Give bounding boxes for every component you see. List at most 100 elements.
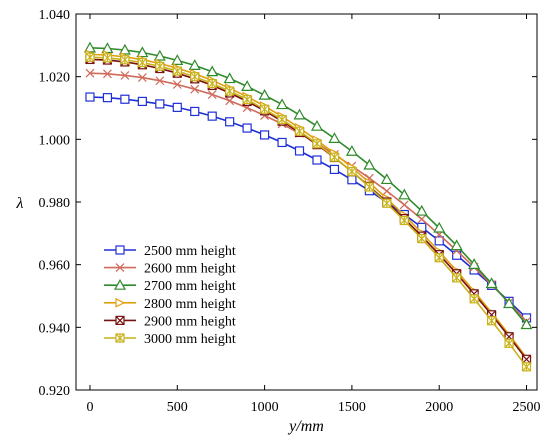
data-point (190, 84, 200, 94)
x-marker-stroke (85, 68, 95, 78)
data-point (120, 94, 130, 104)
data-point (120, 70, 130, 80)
triangle-marker (258, 88, 271, 100)
legend-item: 2700 mm height (104, 278, 236, 294)
data-point (153, 49, 166, 61)
square-marker (434, 236, 444, 246)
triangle-marker (118, 43, 131, 55)
data-point (103, 69, 112, 79)
data-point (503, 297, 516, 309)
data-point (102, 53, 113, 63)
data-point (190, 72, 200, 82)
series-6 (85, 52, 532, 372)
square-marker (294, 146, 305, 156)
triangle-marker (450, 239, 463, 251)
x-marker-stroke (207, 90, 217, 99)
data-point (85, 92, 95, 102)
x-marker-stroke (115, 263, 125, 273)
data-point (241, 80, 254, 91)
y-axis-title: λ (16, 195, 24, 212)
series-3 (83, 41, 533, 330)
legend-marker (115, 245, 125, 255)
triangle-marker (310, 119, 323, 131)
square-marker (172, 102, 182, 112)
data-point (206, 65, 219, 77)
legend: 2500 mm height 2600 mm height 2700 mm heig… (104, 244, 236, 347)
data-point (485, 277, 498, 289)
data-point (329, 152, 340, 162)
triangle-marker (293, 108, 306, 120)
triangle-marker (206, 65, 219, 77)
data-point (293, 108, 306, 120)
data-point (259, 130, 270, 140)
triangle-marker (380, 173, 393, 185)
triangle-marker (433, 221, 446, 233)
legend-label: 3000 mm height (144, 332, 236, 347)
x-marker-stroke (225, 96, 235, 106)
square-marker (207, 111, 217, 121)
data-point (434, 253, 444, 263)
data-point (171, 54, 184, 65)
data-point (207, 78, 217, 89)
y-tick-label: 0.980 (39, 196, 71, 211)
data-point (450, 239, 463, 251)
x-tick-label: 2500 (513, 400, 541, 415)
data-point (521, 362, 532, 372)
triangle-marker (398, 188, 411, 200)
y-tick-label: 0.920 (39, 384, 71, 399)
square-marker (155, 99, 165, 109)
x-marker-stroke (399, 200, 409, 210)
data-point (329, 164, 340, 175)
legend-item: 2500 mm height (104, 244, 236, 259)
data-point (399, 215, 409, 226)
data-point (415, 204, 428, 216)
data-point (172, 102, 182, 112)
square-marker (259, 130, 270, 140)
x-marker-stroke (137, 73, 147, 83)
data-point (188, 59, 201, 70)
data-point (225, 96, 235, 106)
data-point (207, 90, 217, 99)
data-point (155, 61, 165, 71)
legend-marker (115, 315, 125, 325)
square-marker (102, 93, 113, 103)
data-point (207, 111, 217, 121)
y-tick-label: 1.020 (39, 71, 71, 86)
x-tick-label: 1500 (338, 400, 366, 415)
square-marker (225, 117, 235, 127)
data-point (312, 155, 322, 165)
data-point (382, 198, 392, 208)
data-point (155, 76, 165, 86)
triangle-marker (415, 204, 428, 216)
data-point (364, 182, 374, 192)
legend-item: 2900 mm height (104, 314, 236, 329)
data-point (469, 294, 479, 304)
data-point (398, 188, 411, 200)
data-point (223, 72, 236, 84)
triangle-marker (136, 46, 149, 58)
data-point (172, 66, 182, 76)
data-point (294, 126, 305, 136)
y-tick-label: 1.040 (39, 8, 71, 23)
x-marker-stroke (155, 76, 165, 86)
triangle-marker (503, 297, 516, 309)
data-point (120, 55, 130, 65)
data-point (417, 214, 427, 224)
square-marker (329, 164, 340, 175)
legend-item: 3000 mm height (104, 332, 236, 347)
triangle-marker (223, 72, 236, 84)
legend-item: 2800 mm height (104, 297, 236, 312)
y-tick-label: 0.940 (39, 321, 71, 336)
triangle-marker (113, 278, 127, 290)
data-point (137, 96, 147, 107)
data-point (276, 98, 289, 110)
x-marker-stroke (172, 80, 182, 89)
triangle-marker (153, 49, 166, 61)
data-point (347, 167, 357, 177)
data-point (363, 158, 376, 170)
series-layer (83, 41, 533, 372)
data-point (259, 104, 270, 114)
data-point (155, 99, 165, 109)
legend-marker (115, 263, 125, 273)
triangle-marker (171, 54, 184, 65)
